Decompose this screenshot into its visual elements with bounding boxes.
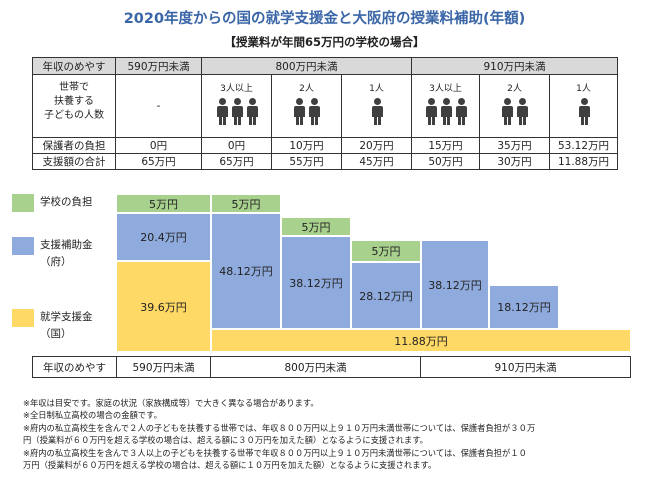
c3-pref-block: 38.12万円 [281,236,351,329]
note-line: ※府内の私立高校生を含んで２人の子どもを扶養する世帯では、年収８００万円以上９１… [23,422,536,433]
table-row: 保護者の負担 0円 0円 10万円 20万円 15万円 35万円 53.12万円 [32,137,618,154]
page-subtitle: 【授業料が年間65万円の学校の場合】 [224,35,425,49]
income-group-590: 590万円未満 [115,57,202,75]
count-cell: 3人以上 [411,74,480,138]
c5-pref-block: 38.12万円 [421,240,489,329]
note-line: ※全日制私立高校の場合の金額です。 [23,410,162,421]
nation-wide-block: 11.88万円 [211,329,631,352]
axis-label: 年収のめやす [32,356,116,378]
c1-school-block: 5万円 [116,194,211,213]
count-cell: 2人 [479,74,550,138]
income-group-800: 800万円未満 [201,57,412,75]
income-group-910: 910万円未満 [411,57,618,75]
page-title: 2020年度からの国の就学支援金と大阪府の授業料補助(年額) [123,11,526,27]
person-icon [578,98,590,125]
legend-school: 学校の負担 [12,194,93,212]
row-label: 支援額の合計 [32,153,116,170]
person-icon [371,98,383,125]
table-row: 支援額の合計 65万円 65万円 55万円 45万円 50万円 30万円 11.88万… [32,153,618,170]
axis-group-800: 800万円未満 [211,356,421,378]
person-icon [425,98,437,125]
legend-prefecture: 支援補助金 （府） [12,237,93,271]
person-icon [246,98,258,125]
count-cell: 2人 [271,74,342,138]
person-icon [231,98,243,125]
prefecture-swatch [12,237,34,255]
row-label: 保護者の負担 [32,137,116,154]
c2-pref-block: 48.12万円 [211,213,281,329]
axis-group-590: 590万円未満 [116,356,211,378]
legend-nation: 就学支援金 （国） [12,309,93,343]
c3-school-block: 5万円 [281,217,351,236]
c1-pref-block: 20.4万円 [116,213,211,261]
c1-nation-block: 39.6万円 [116,261,211,352]
school-swatch [12,194,34,212]
note-line: 円（授業料が６０万円を超える学校の場合は、超える額に３０万円を加えた額）となるよ… [23,435,428,446]
income-header-label: 年収のめやす [32,57,116,75]
note-line: ※府内の私立高校生を含んで３人以上の子どもを扶養する世帯で年収８００万円以上９１… [23,447,527,458]
household-children-label: 世帯で 扶養する 子どもの人数 [32,74,116,138]
person-icon [440,98,452,125]
person-icon [501,98,513,125]
note-line: ※年収は目安です。家庭の状況（家族構成等）で大きく異なる場合があります。 [23,398,319,408]
person-icon [455,98,467,125]
footnotes: ※年収は目安です。家庭の状況（家族構成等）で大きく異なる場合があります。 ※全日… [23,397,643,471]
note-line: 万円（授業料が６０万円を超える学校の場合は、超える額に１０万円を加えた額）となる… [23,460,437,471]
person-icon [293,98,305,125]
c4-school-block: 5万円 [351,240,421,262]
count-cell: 3人以上 [201,74,272,138]
c2-school-block: 5万円 [211,194,281,213]
person-icon [308,98,320,125]
count-cell: 1人 [549,74,618,138]
nation-swatch [12,309,34,327]
c4-pref-block: 28.12万円 [351,262,421,329]
person-icon [516,98,528,125]
person-icon [216,98,228,125]
household-dash: - [115,74,202,138]
support-table: 年収のめやす 590万円未満 800万円未満 910万円未満 世帯で 扶養する 子ど… [32,57,618,170]
axis-group-910: 910万円未満 [421,356,631,378]
count-cell: 1人 [341,74,412,138]
c6-pref-block: 18.12万円 [489,285,559,329]
